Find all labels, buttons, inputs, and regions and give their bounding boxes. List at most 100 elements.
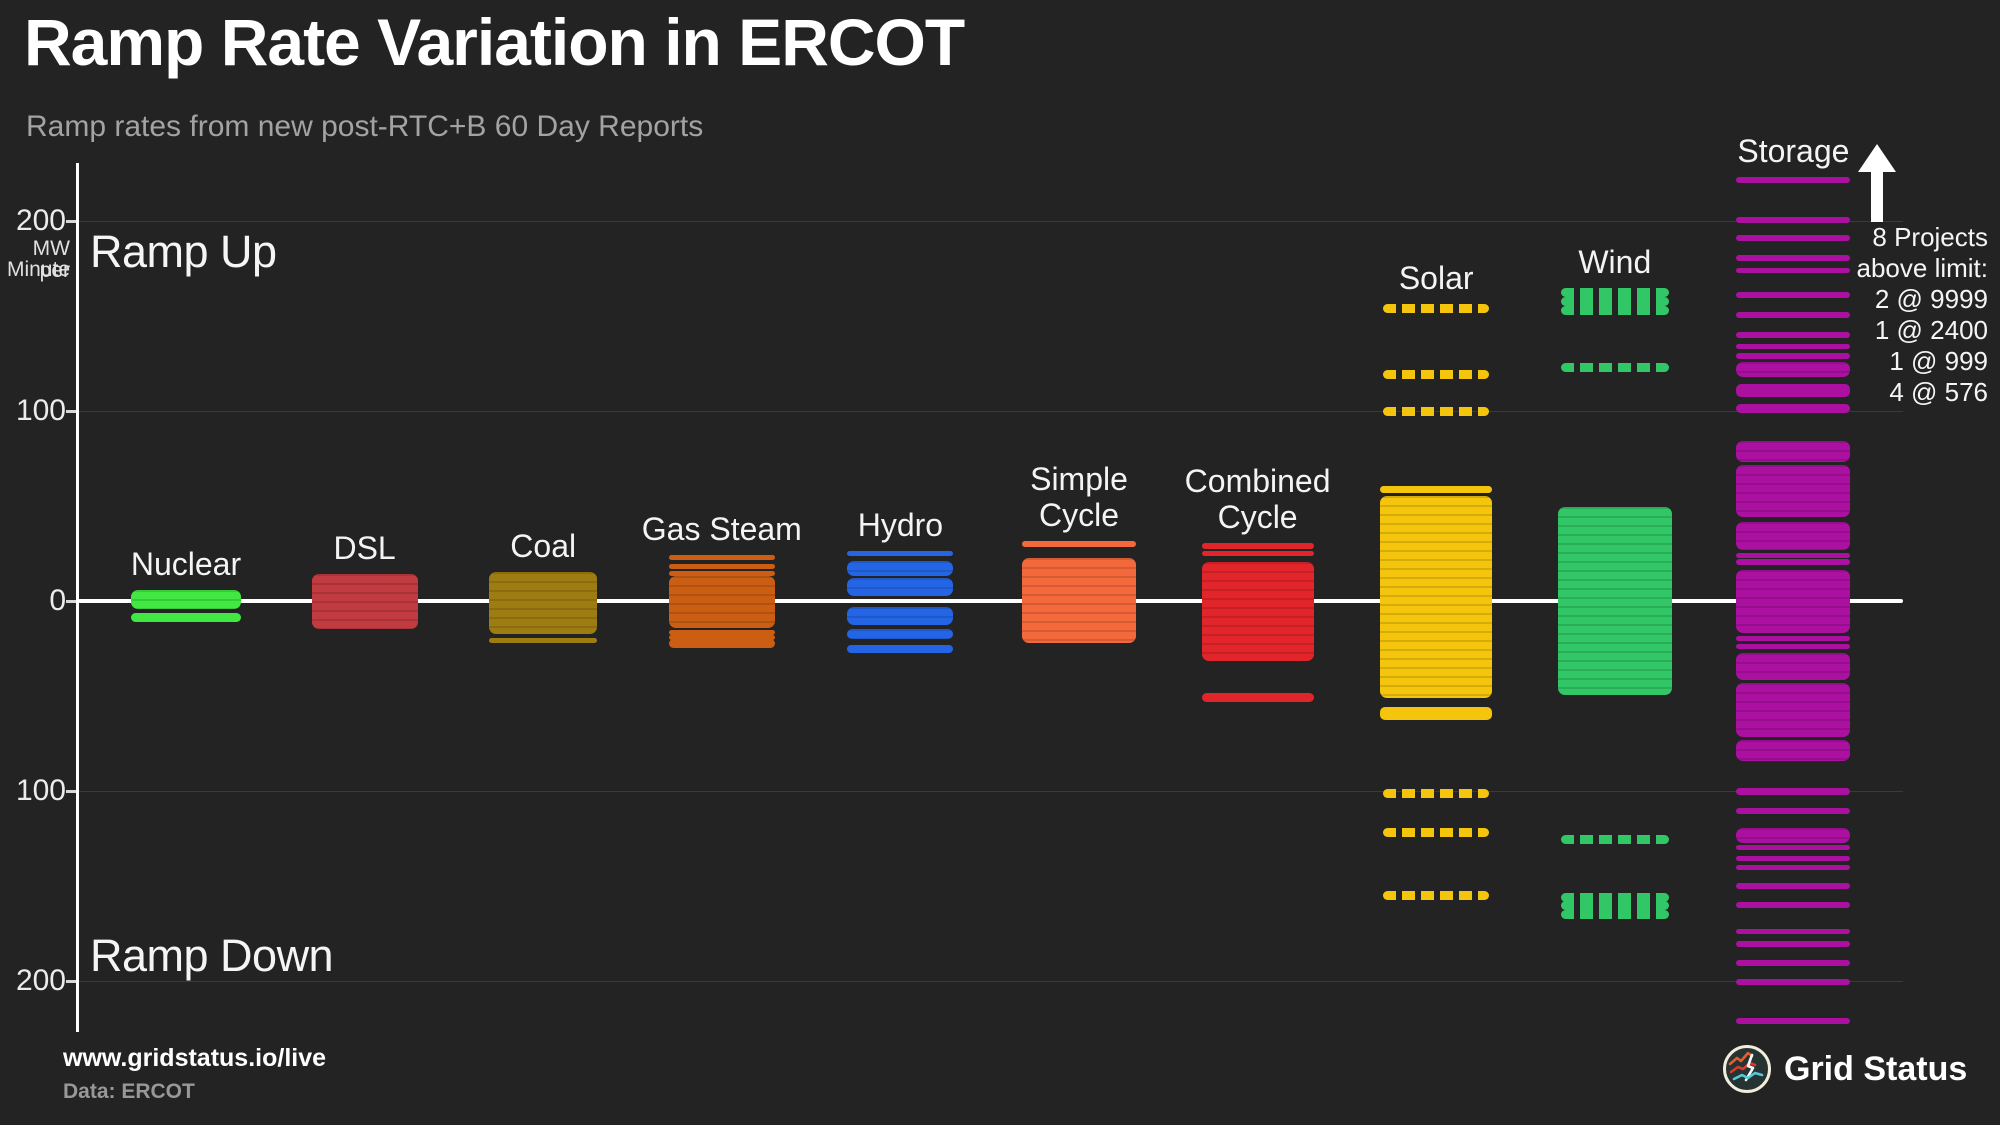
strip-segment xyxy=(847,550,954,557)
strip-segment xyxy=(1736,569,1851,634)
strip-segment xyxy=(1022,558,1136,643)
strip-segment xyxy=(1736,255,1851,261)
strip-segment xyxy=(1736,353,1851,359)
strip-segment xyxy=(1736,845,1851,851)
page-title: Ramp Rate Variation in ERCOT xyxy=(24,5,965,79)
series-label-simple-cycle: Simple Cycle xyxy=(1030,461,1128,534)
y-tick-label: 0 xyxy=(49,584,66,617)
strip-segment xyxy=(1383,890,1490,900)
strip-segment xyxy=(668,635,775,641)
strip-segment xyxy=(489,638,598,644)
y-axis-unit-line2: Minute xyxy=(6,258,70,281)
grid-status-logo-icon xyxy=(1723,1045,1771,1093)
strip-segment xyxy=(1736,865,1851,871)
gridline xyxy=(78,221,1903,222)
strip-segment xyxy=(847,578,954,597)
y-tick-mark xyxy=(66,410,76,413)
y-axis-line xyxy=(76,163,79,1032)
strip-segment xyxy=(1736,788,1851,795)
series-label-nuclear: Nuclear xyxy=(130,545,242,582)
strip-segment xyxy=(489,571,598,635)
y-axis-unit-line1: MW per xyxy=(32,237,70,282)
strip-segment xyxy=(1736,941,1851,947)
strip-segment xyxy=(131,613,241,622)
strip-segment xyxy=(1736,960,1851,966)
strip-segment xyxy=(1201,550,1314,557)
series-label-hydro: Hydro xyxy=(857,506,944,543)
strip-segment xyxy=(1380,486,1493,493)
strip-segment xyxy=(1557,506,1672,696)
strip-segment xyxy=(1736,332,1851,338)
above-limit-annotation: 8 Projects above limit: 2 @ 9999 1 @ 2400 1 … xyxy=(1857,222,1989,408)
strip-segment xyxy=(668,576,775,628)
annotation-line: 4 @ 576 xyxy=(1889,377,1988,407)
strip-segment xyxy=(847,628,954,639)
strip-segment xyxy=(1383,789,1490,799)
strip-segment xyxy=(668,563,775,569)
strip-segment xyxy=(1383,407,1490,417)
series-label-solar: Solar xyxy=(1398,259,1474,296)
y-tick-label: 200 xyxy=(15,204,66,237)
strip-segment xyxy=(1201,562,1314,661)
strip-segment xyxy=(131,589,241,609)
strip-segment xyxy=(1736,855,1851,861)
footer-site-url: www.gridstatus.io/live xyxy=(63,1044,327,1072)
strip-segment xyxy=(1736,343,1851,350)
up-arrow-icon xyxy=(1858,144,1896,222)
strip-segment xyxy=(1560,834,1669,844)
series-label-coal: Coal xyxy=(510,527,577,564)
strip-segment xyxy=(1560,362,1669,372)
strip-segment xyxy=(1736,808,1851,814)
strip-segment xyxy=(1022,541,1136,547)
y-tick-label: 100 xyxy=(15,394,66,427)
strip-segment xyxy=(1383,828,1490,838)
series-label-wind: Wind xyxy=(1578,244,1652,281)
strip-segment xyxy=(1560,909,1669,919)
y-tick-label: 200 xyxy=(15,964,66,997)
grid-status-brand: Grid Status xyxy=(1722,1042,1982,1096)
strip-segment xyxy=(1736,559,1851,565)
strip-segment xyxy=(1736,552,1851,558)
grid-status-brand-text: Grid Status xyxy=(1784,1049,1968,1088)
strip-segment xyxy=(1736,465,1851,518)
strip-segment xyxy=(1380,707,1493,720)
series-label-storage: Storage xyxy=(1737,133,1850,170)
gridline xyxy=(78,411,1903,412)
strip-segment xyxy=(847,606,954,625)
strip-segment xyxy=(1736,1018,1851,1024)
strip-segment xyxy=(1736,292,1851,298)
strip-segment xyxy=(1736,643,1851,649)
y-tick-mark xyxy=(66,220,76,223)
ramp-down-label: Ramp Down xyxy=(90,930,334,981)
series-label-dsl: DSL xyxy=(333,530,396,567)
strip-segment xyxy=(1736,177,1851,183)
annotation-line: 8 Projects xyxy=(1872,222,1988,252)
footer-data-source: Data: ERCOT xyxy=(63,1080,195,1103)
strip-segment xyxy=(1736,361,1851,377)
strip-segment xyxy=(1560,288,1669,298)
gridline xyxy=(78,981,1903,982)
strip-segment xyxy=(847,561,954,577)
strip-segment xyxy=(1736,682,1851,737)
strip-segment xyxy=(1736,267,1851,274)
strip-segment xyxy=(1736,217,1851,223)
strip-segment xyxy=(1736,653,1851,680)
y-tick-mark xyxy=(66,600,76,603)
strip-segment xyxy=(1736,404,1851,413)
zero-line xyxy=(78,599,1903,603)
strip-segment xyxy=(1383,370,1490,380)
strip-segment xyxy=(1560,892,1669,902)
strip-segment xyxy=(1383,303,1490,313)
strip-segment xyxy=(1560,305,1669,315)
strip-segment xyxy=(1736,828,1851,844)
y-tick-mark xyxy=(66,980,76,983)
strip-segment xyxy=(668,570,775,576)
strip-segment xyxy=(1736,636,1851,642)
y-tick-mark xyxy=(66,790,76,793)
strip-segment xyxy=(1560,297,1669,306)
annotation-line: 2 @ 9999 xyxy=(1874,284,1988,314)
annotation-line: 1 @ 999 xyxy=(1889,346,1988,376)
y-tick-label: 100 xyxy=(15,774,66,807)
strip-segment xyxy=(668,639,775,648)
